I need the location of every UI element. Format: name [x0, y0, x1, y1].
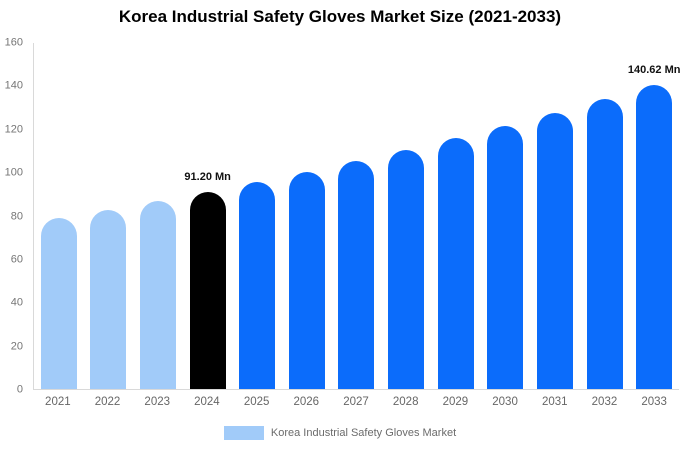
bar-value-label-2033: 140.62 Mn — [627, 63, 680, 76]
bar-2023[interactable] — [140, 201, 177, 389]
bar-slot-2033: 140.62 Mn — [627, 43, 680, 389]
x-tick-label-2032: 2032 — [591, 396, 618, 408]
y-tick-label: 20 — [10, 340, 23, 353]
bar-2024[interactable] — [189, 191, 226, 389]
bar-2030[interactable] — [487, 125, 524, 389]
bar-slot-2031 — [530, 43, 580, 389]
y-axis: 0 20 40 60 80 100 120 140 160 — [0, 37, 26, 395]
chart-title: Korea Industrial Safety Gloves Market Si… — [118, 7, 562, 26]
y-tick-label: 60 — [10, 253, 23, 266]
plot-area: 91.20 Mn 140.62 Mn — [33, 43, 680, 390]
bar-slot-2022 — [84, 43, 134, 389]
bar-slot-2029 — [431, 43, 481, 389]
bar-2026[interactable] — [288, 171, 325, 389]
bar-2029[interactable] — [437, 138, 474, 389]
bar-2031[interactable] — [536, 112, 573, 389]
y-tick-label: 160 — [4, 36, 23, 49]
y-tick-label: 80 — [10, 210, 23, 222]
bar-2032[interactable] — [586, 99, 623, 389]
x-tick-label-2025: 2025 — [243, 396, 270, 408]
bar-2033[interactable] — [636, 84, 673, 389]
x-tick-label-2022: 2022 — [94, 396, 121, 408]
x-tick-label-2026: 2026 — [293, 396, 320, 408]
bar-slot-2030 — [481, 43, 531, 389]
bar-2021[interactable] — [40, 218, 77, 389]
x-tick-label-2031: 2031 — [541, 396, 568, 408]
y-tick-label: 0 — [16, 383, 23, 396]
bar-slot-2028 — [381, 43, 431, 389]
x-tick-label-2030: 2030 — [492, 396, 518, 408]
bar-slot-2025 — [232, 43, 282, 389]
y-tick-label: 40 — [10, 296, 23, 309]
bar-2028[interactable] — [388, 149, 425, 389]
y-tick-label: 140 — [4, 79, 23, 92]
x-tick-label-2027: 2027 — [343, 396, 369, 408]
bar-2022[interactable] — [90, 209, 127, 389]
bar-slot-2026 — [282, 43, 332, 389]
y-tick-label: 120 — [4, 123, 23, 136]
x-tick-label-2028: 2028 — [392, 396, 419, 408]
x-tick-label-2033: 2033 — [641, 396, 667, 408]
legend-swatch-icon — [223, 426, 264, 440]
legend[interactable]: Korea Industrial Safety Gloves Market — [0, 426, 680, 440]
bar-value-label-2024: 91.20 Mn — [184, 170, 231, 183]
x-axis: 2021 2022 2023 2024 2025 2026 2027 2028 2029 2030… — [33, 396, 679, 412]
legend-label: Korea Industrial Safety Gloves Market — [270, 427, 457, 439]
bar-2025[interactable] — [239, 182, 276, 389]
x-tick-label-2023: 2023 — [144, 396, 171, 408]
x-tick-label-2029: 2029 — [442, 396, 469, 408]
x-tick-label-2024: 2024 — [194, 396, 220, 408]
bar-slot-2023 — [133, 43, 183, 389]
bar-slot-2021 — [34, 43, 84, 389]
bar-slot-2024: 91.20 Mn — [183, 43, 233, 389]
y-tick-label: 100 — [4, 166, 23, 179]
bar-slot-2032 — [580, 43, 630, 389]
x-tick-label-2021: 2021 — [45, 396, 71, 408]
bar-2027[interactable] — [338, 161, 375, 389]
bar-slot-2027 — [332, 43, 382, 389]
